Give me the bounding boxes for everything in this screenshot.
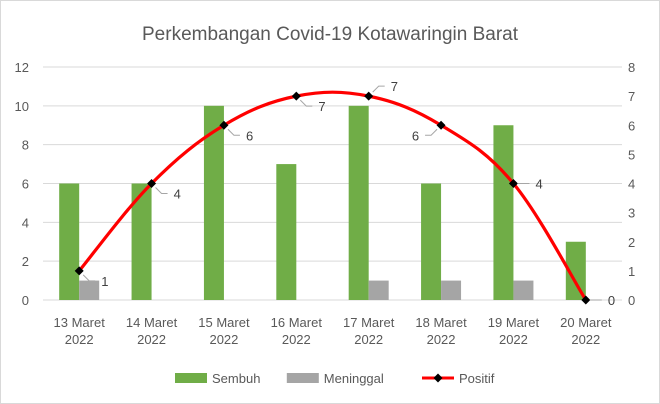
right-axis: 0 1 2 3 4 5 6 7 8 [628,60,635,308]
category-label: 13 Maret 2022 [54,315,106,347]
left-tick-label: 12 [15,60,29,75]
right-tick-label: 5 [628,147,635,162]
legend-label: Sembuh [212,371,260,386]
positif-marker [364,91,374,101]
positif-marker [581,295,591,305]
positif-data-label: 0 [608,293,615,308]
data-label-leader [155,187,168,194]
chart-title: Perkembangan Covid-19 Kotawaringin Barat [142,24,519,45]
left-tick-label: 6 [22,177,29,192]
left-tick-label: 4 [22,215,29,230]
bar-sembuh [203,105,224,300]
bar-sembuh [276,164,297,300]
legend-marker [433,373,443,383]
bar-sembuh [421,183,442,300]
data-label-leader [425,128,438,136]
bar-meninggal [513,280,534,300]
positif-data-label: 6 [412,128,419,143]
legend-swatch-meninggal [286,373,319,383]
category-label: 17 Maret 2022 [343,315,395,347]
right-tick-label: 8 [628,60,635,75]
right-tick-label: 4 [628,177,635,192]
left-tick-label: 2 [22,254,29,269]
bar-sembuh [131,183,152,300]
left-axis: 0 2 4 6 8 10 12 [15,60,29,308]
positif-data-label: 7 [391,79,398,94]
category-label: 14 Maret 2022 [126,315,178,347]
data-label-leader [227,128,240,136]
positif-line: 1 4 6 7 7 6 4 0 [74,79,615,308]
legend-swatch-sembuh [175,373,207,383]
positif-data-label: 7 [318,99,325,114]
category-label: 20 Maret 2022 [560,315,612,347]
positif-marker [74,266,84,276]
category-axis: 13 Maret 2022 14 Maret 2022 15 Maret 2022 16 M… [54,315,612,347]
left-tick-label: 0 [22,293,29,308]
right-tick-label: 0 [628,293,635,308]
right-tick-label: 1 [628,264,635,279]
bar-sembuh [348,105,369,300]
bar-sembuh [493,125,514,300]
positif-marker [508,179,518,188]
right-tick-label: 7 [628,89,635,104]
positif-marker [219,120,229,130]
bar-meninggal [79,280,100,300]
legend-label: Positif [459,371,495,386]
right-tick-label: 3 [628,206,635,221]
positif-data-label: 6 [246,128,253,143]
category-label: 15 Maret 2022 [198,315,250,347]
right-tick-label: 6 [628,118,635,133]
positif-data-label: 4 [174,187,181,202]
bar-meninggal [368,280,389,300]
positif-data-label: 4 [535,177,542,192]
bar-sembuh [59,183,80,300]
category-label: 18 Maret 2022 [415,315,467,347]
category-label: 16 Maret 2022 [271,315,323,347]
positif-marker [147,179,157,188]
bar-meninggal [441,280,462,300]
legend: Sembuh Meninggal Positif [175,371,495,386]
positif-data-label: 1 [101,274,108,289]
legend-label: Meninggal [324,371,384,386]
left-tick-label: 10 [15,99,29,114]
data-label-leader [372,85,385,93]
bars [59,105,586,300]
category-label: 19 Maret 2022 [488,315,540,347]
data-label-leader [299,99,313,107]
right-tick-label: 2 [628,235,635,250]
bar-sembuh [565,241,586,300]
positif-marker [291,91,301,101]
data-label-leader [82,274,96,282]
left-tick-label: 8 [22,138,29,153]
positif-marker [436,120,446,130]
